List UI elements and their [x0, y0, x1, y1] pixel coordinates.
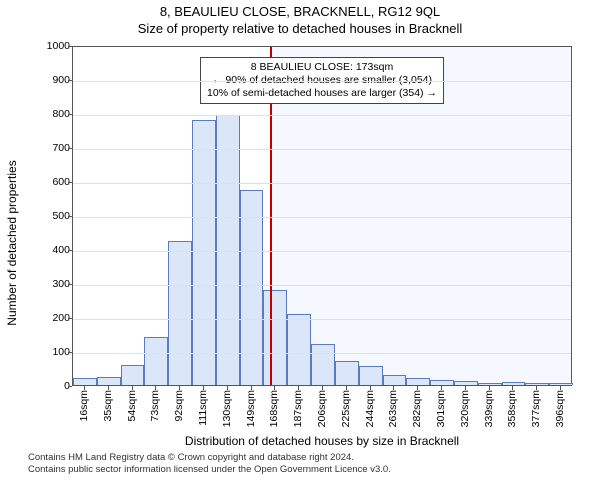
y-tick-label: 500 [44, 210, 70, 222]
footer-line: Contains HM Land Registry data © Crown c… [28, 452, 580, 464]
x-tick-label: 54sqm [126, 390, 138, 422]
x-tick-label: 301sqm [435, 390, 447, 427]
x-tick-label: 263sqm [387, 390, 399, 427]
x-tick-label: 92sqm [173, 390, 185, 422]
y-tick-label: 700 [44, 142, 70, 154]
x-tick-label: 339sqm [483, 390, 495, 427]
x-tick-label: 320sqm [459, 390, 471, 427]
y-tick-label: 300 [44, 278, 70, 290]
y-tick-label: 1000 [44, 40, 70, 52]
x-tick-label: 377sqm [530, 390, 542, 427]
y-tick-label: 600 [44, 176, 70, 188]
y-tick-label: 800 [44, 108, 70, 120]
histogram-bar [97, 377, 121, 386]
histogram-bar [216, 115, 240, 385]
histogram-bar [359, 366, 383, 385]
annotation-line: 8 BEAULIEU CLOSE: 173sqm [207, 61, 437, 74]
y-tick-label: 900 [44, 74, 70, 86]
x-tick-label: 396sqm [554, 390, 566, 427]
histogram-bar [430, 380, 454, 385]
histogram-bar [287, 314, 311, 385]
x-tick-label: 16sqm [78, 390, 90, 422]
histogram-bar [383, 375, 407, 385]
x-tick-label: 149sqm [245, 390, 257, 427]
histogram-bar [240, 190, 264, 386]
x-tick-label: 168sqm [268, 390, 280, 427]
x-tick-label: 358sqm [506, 390, 518, 427]
x-tick-label: 244sqm [364, 390, 376, 427]
histogram-bar [144, 337, 168, 385]
histogram-bar [263, 290, 287, 385]
histogram-bar [406, 378, 430, 385]
annotation-line: 10% of semi-detached houses are larger (… [207, 87, 437, 100]
histogram-chart: Number of detached properties 8 BEAULIEU… [20, 38, 580, 448]
x-tick-label: 73sqm [149, 390, 161, 422]
x-axis-label: Distribution of detached houses by size … [72, 434, 572, 448]
histogram-bar [549, 383, 573, 385]
y-tick-label: 400 [44, 244, 70, 256]
y-tick-label: 200 [44, 312, 70, 324]
histogram-bar [502, 382, 526, 385]
histogram-bar [311, 344, 335, 385]
sub-title: Size of property relative to detached ho… [0, 21, 600, 36]
histogram-bar [525, 383, 549, 385]
main-title: 8, BEAULIEU CLOSE, BRACKNELL, RG12 9QL [0, 4, 600, 19]
histogram-bar [454, 381, 478, 385]
plot-area: 8 BEAULIEU CLOSE: 173sqm ← 90% of detach… [72, 46, 572, 386]
x-tick-label: 111sqm [197, 390, 209, 426]
histogram-bar [478, 383, 502, 385]
x-tick-label: 206sqm [316, 390, 328, 427]
histogram-bar [168, 241, 192, 386]
histogram-bar [335, 361, 359, 385]
histogram-bar [73, 378, 97, 385]
title-block: 8, BEAULIEU CLOSE, BRACKNELL, RG12 9QL S… [0, 4, 600, 36]
y-axis-label: Number of detached properties [5, 160, 19, 325]
x-tick-label: 225sqm [340, 390, 352, 427]
x-tick-label: 130sqm [221, 390, 233, 427]
y-tick-label: 100 [44, 346, 70, 358]
histogram-bar [192, 120, 216, 385]
y-tick-label: 0 [44, 380, 70, 392]
histogram-bar [121, 365, 145, 385]
x-tick-label: 187sqm [292, 390, 304, 427]
footer-text: Contains HM Land Registry data © Crown c… [20, 452, 580, 476]
x-tick-label: 282sqm [411, 390, 423, 427]
footer-line: Contains public sector information licen… [28, 464, 580, 476]
x-tick-label: 35sqm [102, 390, 114, 422]
